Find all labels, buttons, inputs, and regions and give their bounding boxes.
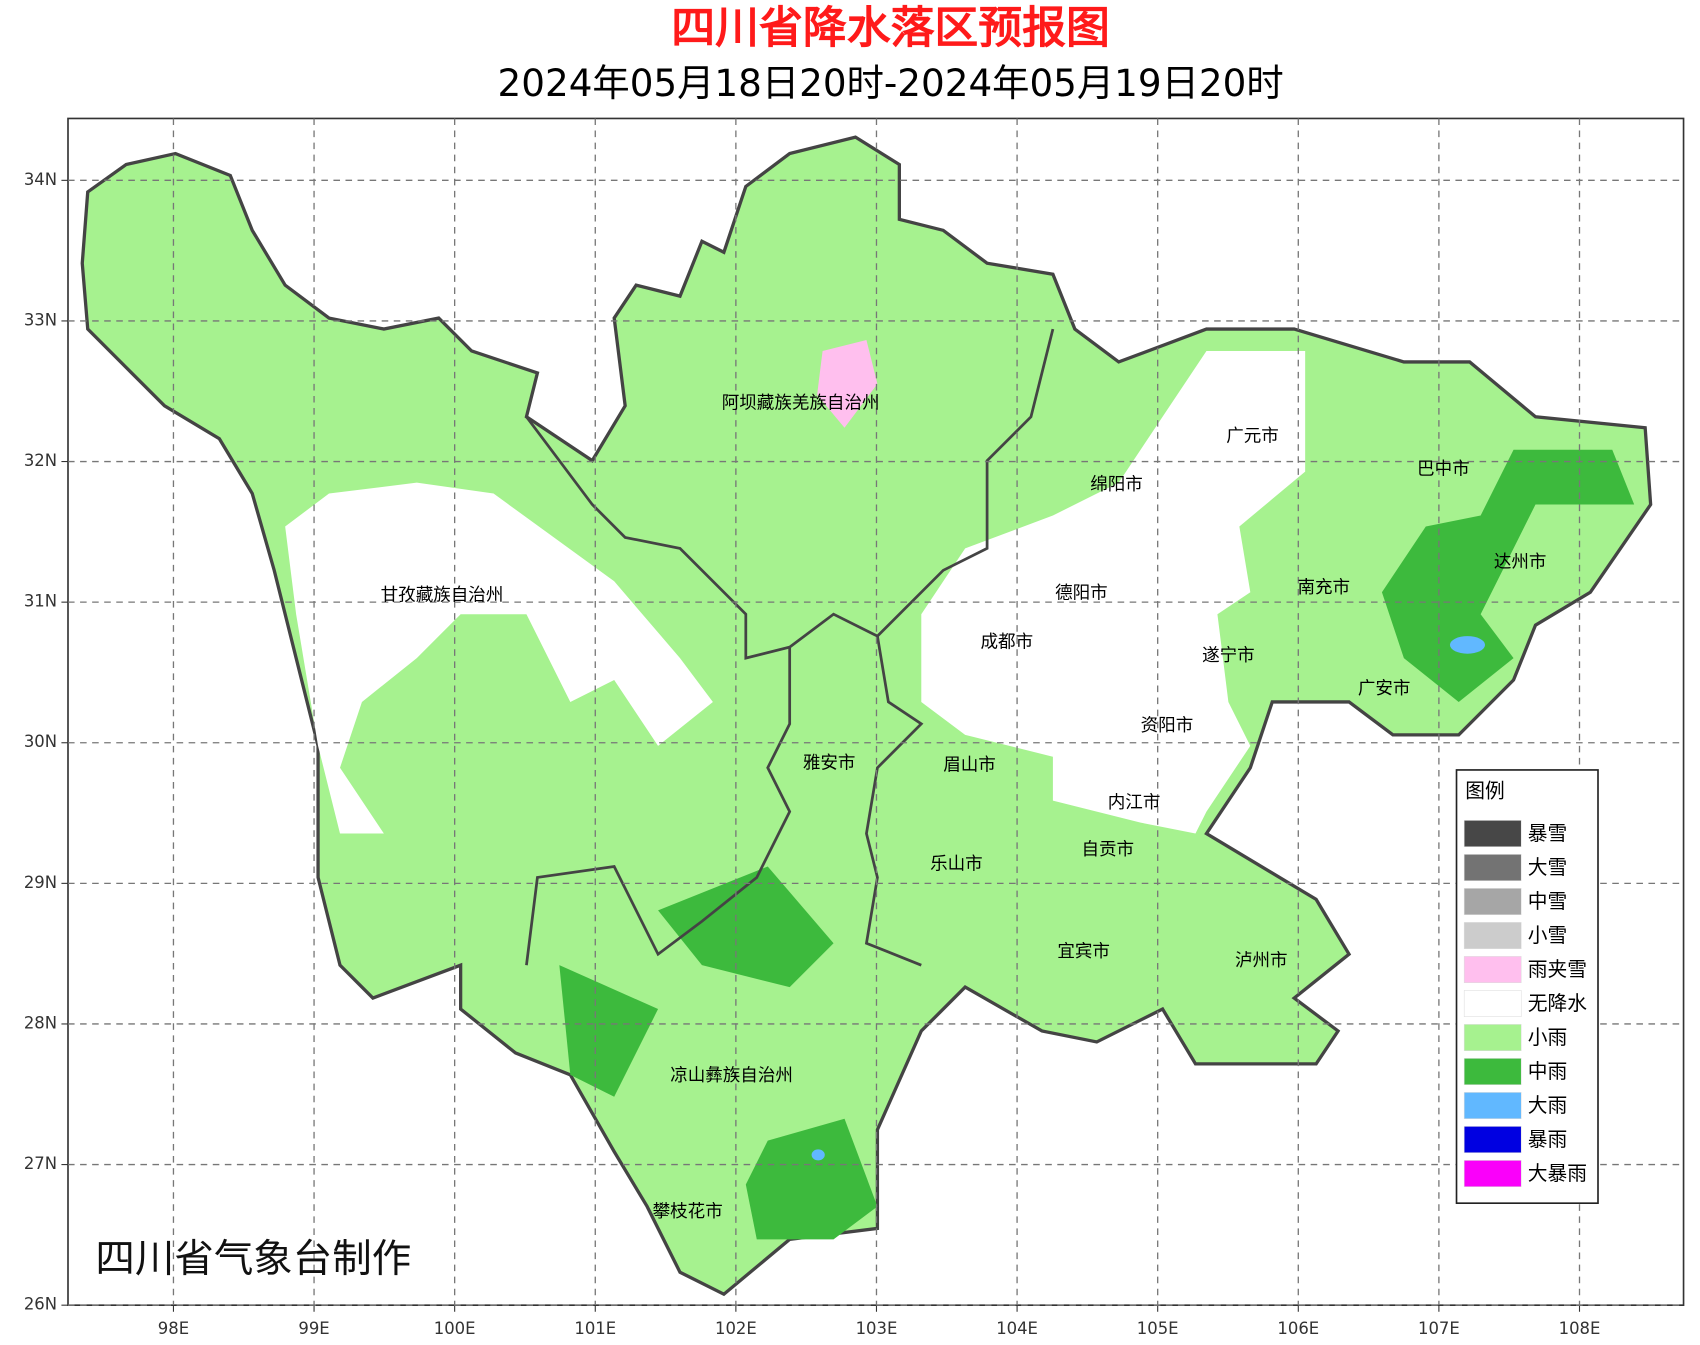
legend-label: 中雪 [1528, 890, 1567, 913]
city-label: 凉山彝族自治州 [670, 1066, 793, 1086]
lon-tick-label: 106E [1277, 1319, 1319, 1338]
lat-tick-label: 32N [24, 451, 57, 470]
heavy-rain-patch [1449, 636, 1486, 654]
legend-label: 小雨 [1528, 1026, 1567, 1049]
legend-swatch [1463, 820, 1522, 847]
subtitle: 2024年05月18日20时-2024年05月19日20时 [498, 61, 1284, 105]
city-labels: 阿坝藏族羌族自治州 广元市 巴中市 绵阳市 达州市 甘孜藏族自治州 德阳市 南充… [381, 394, 1547, 1222]
moderate-rain-south [745, 1118, 878, 1240]
legend-label: 中雨 [1528, 1060, 1567, 1083]
legend-swatch [1463, 1092, 1522, 1119]
legend-swatch [1463, 1058, 1522, 1085]
lon-tick-label: 100E [434, 1319, 476, 1338]
city-label: 乐山市 [930, 854, 983, 874]
city-label: 宜宾市 [1057, 942, 1110, 962]
no-precip-west [285, 482, 713, 834]
legend-swatch [1463, 854, 1522, 881]
lat-tick-label: 28N [24, 1013, 57, 1032]
lat-tick-label: 30N [24, 732, 57, 751]
lon-tick-label: 102E [715, 1319, 757, 1338]
legend-label: 无降水 [1528, 992, 1587, 1015]
city-label: 自贡市 [1081, 840, 1134, 860]
lat-tick-label: 29N [24, 873, 57, 892]
city-label: 绵阳市 [1090, 475, 1143, 495]
boundary [864, 635, 924, 967]
city-label: 成都市 [981, 633, 1034, 653]
graticule: 98E 99E 100E 101E 102E 103E 104E 105E 106E 107E 10… [24, 118, 1684, 1338]
legend-swatch [1463, 888, 1522, 915]
city-label: 广安市 [1358, 679, 1411, 699]
city-label: 甘孜藏族自治州 [381, 586, 504, 606]
legend-title: 图例 [1465, 779, 1504, 802]
boundary [525, 328, 1055, 660]
lon-tick-label: 99E [298, 1319, 329, 1338]
lon-tick-label: 108E [1559, 1319, 1601, 1338]
city-label: 泸州市 [1235, 951, 1288, 971]
moderate-rain-east [1381, 449, 1635, 702]
moderate-rain-liangshan [559, 965, 659, 1097]
legend-swatch [1463, 1024, 1522, 1051]
title: 四川省降水落区预报图 [671, 3, 1110, 54]
lon-tick-label: 98E [158, 1319, 189, 1338]
city-label: 南充市 [1298, 578, 1351, 598]
legend-label: 暴雪 [1528, 822, 1567, 845]
lon-tick-label: 101E [574, 1319, 616, 1338]
lat-tick-label: 26N [24, 1295, 57, 1314]
city-label: 内江市 [1108, 793, 1161, 813]
boundary [525, 647, 792, 966]
city-label: 巴中市 [1417, 459, 1470, 479]
heavy-rain-patch [811, 1149, 825, 1161]
legend-swatch [1463, 1160, 1522, 1187]
legend-label: 雨夹雪 [1528, 958, 1587, 981]
map-frame [67, 117, 1685, 1306]
legend-label: 暴雨 [1528, 1128, 1567, 1151]
legend-swatch [1463, 956, 1522, 983]
city-label: 德阳市 [1055, 583, 1108, 603]
legend-swatch [1463, 922, 1522, 949]
lat-tick-label: 34N [24, 170, 57, 189]
city-label: 阿坝藏族羌族自治州 [722, 394, 880, 414]
city-label: 眉山市 [943, 756, 996, 776]
lat-tick-label: 27N [24, 1154, 57, 1173]
lon-tick-label: 107E [1418, 1319, 1460, 1338]
legend-label: 大雪 [1528, 856, 1567, 879]
city-label: 广元市 [1226, 427, 1279, 447]
legend-swatch [1463, 990, 1522, 1017]
moderate-rain-ya-an [658, 866, 834, 988]
city-label: 雅安市 [803, 753, 856, 773]
city-label: 攀枝花市 [653, 1202, 723, 1222]
legend-label: 大暴雨 [1528, 1162, 1587, 1185]
legend-label: 大雨 [1528, 1094, 1567, 1117]
city-label: 达州市 [1494, 553, 1547, 573]
lon-tick-label: 105E [1137, 1319, 1179, 1338]
legend-swatch [1463, 1126, 1522, 1153]
lon-tick-label: 103E [856, 1319, 898, 1338]
city-label: 资阳市 [1141, 716, 1194, 736]
legend-label: 小雪 [1528, 924, 1567, 947]
credit: 四川省气象台制作 [95, 1236, 411, 1282]
city-label: 遂宁市 [1202, 646, 1255, 666]
sleet-patch [817, 340, 878, 428]
lat-tick-label: 33N [24, 310, 57, 329]
lat-tick-label: 31N [24, 592, 57, 611]
lon-tick-label: 104E [996, 1319, 1038, 1338]
